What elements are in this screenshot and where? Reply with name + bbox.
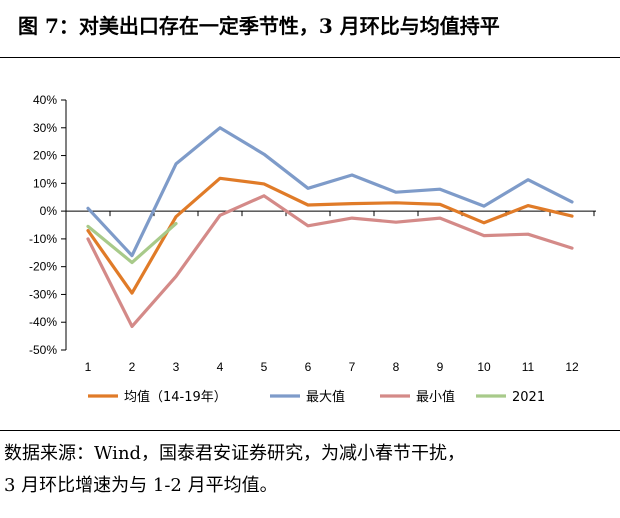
x-tick-label: 9 — [437, 360, 444, 374]
x-tick-label: 11 — [522, 360, 535, 374]
y-tick-label: 20% — [33, 149, 57, 163]
legend-label-1: 均值（14-19年） — [124, 389, 227, 405]
source-note: 数据来源：Wind，国泰君安证券研究，为减小春节干扰， 3 月环比增速为与 1-… — [4, 438, 616, 502]
x-tick-label: 2 — [129, 360, 136, 374]
series-line-4 — [86, 222, 178, 265]
source-divider — [0, 430, 620, 431]
x-tick-label: 8 — [393, 360, 400, 374]
y-tick-label: -10% — [29, 232, 57, 246]
x-tick-label: 12 — [565, 360, 579, 374]
y-tick-label: -50% — [29, 343, 57, 357]
x-tick-label: 5 — [261, 360, 268, 374]
x-tick-label: 3 — [173, 360, 180, 374]
legend-label-2: 最大值 — [306, 389, 345, 405]
chart-series-lines — [86, 126, 574, 328]
source-line-2: 3 月环比增速为与 1-2 月平均值。 — [4, 475, 278, 496]
y-tick-label: 0% — [40, 204, 58, 218]
y-tick-label: -20% — [29, 260, 57, 274]
y-tick-label: -40% — [29, 315, 57, 329]
y-tick-label: 10% — [33, 176, 57, 190]
series-line-2 — [86, 126, 574, 258]
x-tick-label: 4 — [217, 360, 224, 374]
x-tick-label: 10 — [477, 360, 491, 374]
chart-title: 图 7：对美出口存在一定季节性，3 月环比与均值持平 — [18, 14, 500, 38]
series-line-3 — [86, 194, 574, 328]
line-chart: 40%30%20%10%0%-10%-20%-30%-40%-50%1 2 3 4 5 6… — [29, 93, 596, 405]
y-tick-label: 40% — [33, 93, 57, 107]
x-tick-label: 7 — [349, 360, 356, 374]
chart-axes: 40%30%20%10%0%-10%-20%-30%-40%-50%1 2 3 4 5 6… — [29, 93, 596, 374]
y-tick-label: -30% — [29, 287, 57, 301]
legend-label-3: 最小值 — [416, 389, 455, 405]
y-tick-label: 30% — [33, 121, 57, 135]
x-tick-label: 6 — [305, 360, 312, 374]
legend-label-4: 2021 — [512, 390, 545, 405]
x-tick-label: 1 — [85, 360, 92, 374]
title-divider — [0, 57, 620, 58]
source-line-1: 数据来源：Wind，国泰君安证券研究，为减小春节干扰， — [4, 443, 466, 464]
chart-legend: 均值（14-19年） 最大值 最小值 2021 — [88, 389, 545, 405]
